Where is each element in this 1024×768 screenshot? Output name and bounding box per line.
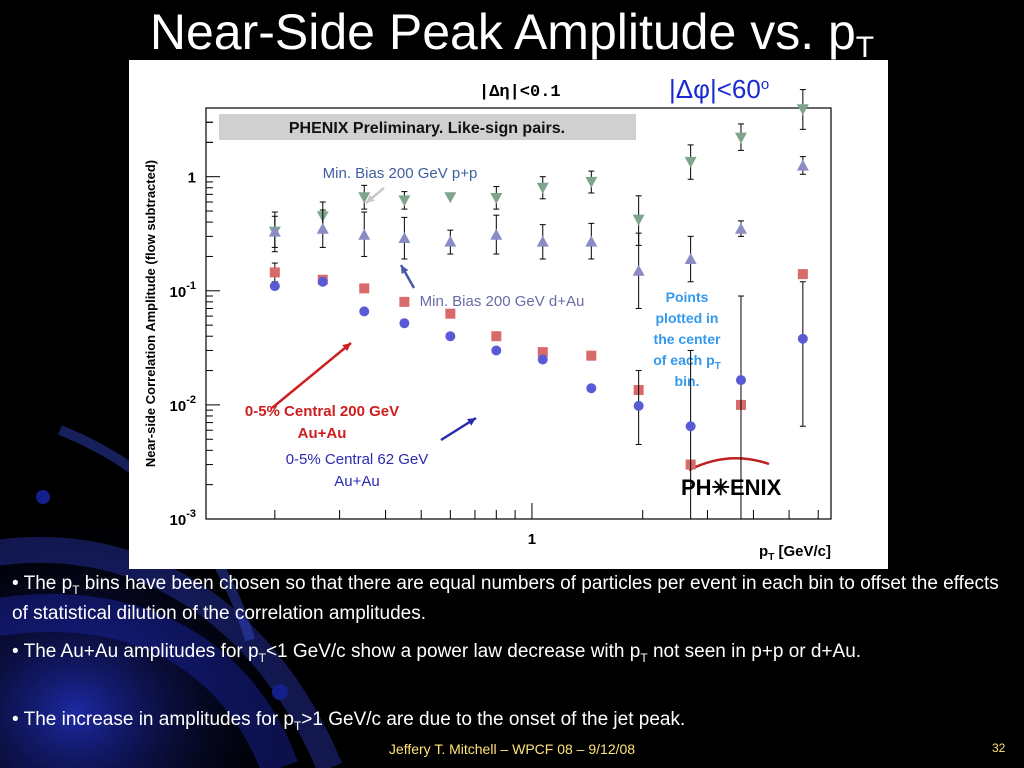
bullet-2-sub2: T	[640, 650, 648, 665]
cut-phi-label: |Δφ|<60o	[669, 74, 769, 104]
0-5-central-62-gev-au-au-point-8	[633, 400, 644, 411]
chart-svg: 10-3 10-2 10-1 1 1 Near-side Correlation Ampl…	[143, 74, 832, 563]
bullet-1: • The pT bins have been chosen so that t…	[12, 572, 1012, 626]
0-5-central-62-gev-au-au-point-5	[491, 345, 502, 356]
bullet-1-text-b: bins have been chosen so that there are …	[12, 573, 999, 624]
0-5-central-200-gev-au-au-point-0	[269, 267, 280, 278]
y-tick-label-3: 1	[188, 170, 196, 187]
0-5-central-200-gev-au-au-point-5	[491, 331, 502, 342]
min-bias-200-gev-d-au-point-10	[734, 222, 747, 234]
min-bias-200-gev-p-p-point-7	[585, 176, 598, 188]
min-bias-200-gev-p-p-point-2	[358, 192, 371, 204]
0-5-central-62-gev-au-au-point-10	[735, 375, 746, 386]
0-5-central-200-gev-au-au-point-6	[537, 347, 548, 358]
min-bias-200-gev-d-au-point-1	[316, 222, 329, 234]
bullet-2-sub: T	[258, 650, 266, 665]
slide-title-text: Near-Side Peak Amplitude vs. p	[149, 4, 856, 60]
min-bias-200-gev-p-p-point-6	[536, 182, 549, 194]
0-5-central-200-gev-au-au-point-4	[445, 308, 456, 319]
min-bias-200-gev-d-au-point-5	[490, 228, 503, 240]
min-bias-200-gev-p-p-point-10	[734, 132, 747, 144]
note-line-0: Points	[666, 289, 709, 305]
note-line-2: the center	[654, 331, 721, 347]
bullet-2-text-b: <1 GeV/c show a power law decrease with …	[265, 641, 641, 662]
min-bias-200-gev-d-au-point-6	[536, 235, 549, 247]
min-bias-200-gev-d-au-point-8	[632, 264, 645, 276]
x-tick-label-0: 1	[528, 531, 536, 548]
slide-title-subscript: T	[855, 31, 875, 64]
bullet-3-sub: T	[293, 718, 302, 733]
bullet-2-text-a: • The Au+Au amplitudes for p	[12, 641, 259, 662]
0-5-central-62-gev-au-au-point-1	[317, 276, 328, 287]
0-5-central-62-gev-au-au-arrowhead	[467, 418, 476, 426]
phenix-logo: PH✳ENIX	[681, 475, 782, 500]
0-5-central-62-gev-au-au-point-7	[586, 383, 597, 394]
0-5-central-62-gev-au-au-point-2	[359, 306, 370, 317]
y-axis-title: Near-side Correlation Amplitude (flow su…	[143, 160, 158, 467]
bullet-3: • The increase in amplitudes for pT>1 Ge…	[12, 708, 1012, 738]
min-bias-200-gev-p-p-point-3	[398, 195, 411, 207]
bullet-2-text-c: not seen in p+p or d+Au.	[647, 641, 862, 662]
0-5-central-62-gev-au-au-point-0	[269, 281, 280, 292]
min-bias-200-gev-d-au-point-11	[796, 159, 809, 171]
plot-frame	[205, 107, 832, 520]
phenix-logo-swoosh	[688, 456, 770, 472]
min-bias-200-gev-d-au-point-9	[684, 252, 697, 264]
chart-panel: 10-3 10-2 10-1 1 1 Near-side Correlation Ampl…	[129, 60, 888, 569]
bullet-3-text-a: • The increase in amplitudes for p	[12, 709, 294, 730]
min-bias-200-gev-p-p-point-11	[796, 104, 809, 116]
slide-footer: Jeffery T. Mitchell – WPCF 08 – 9/12/08	[388, 741, 636, 757]
note-line-1: plotted in	[656, 310, 719, 326]
slide-title: Near-Side Peak Amplitude vs. pT	[0, 2, 1024, 78]
0-5-central-200-gev-au-au-arrow	[271, 342, 352, 409]
min-bias-200-gev-p-p-point-8	[632, 214, 645, 226]
bullet-2: • The Au+Au amplitudes for pT<1 GeV/c sh…	[12, 640, 1012, 670]
0-5-central-200-gev-au-au-point-3	[399, 296, 410, 307]
0-5-central-200-gev-au-au-label-0: 0-5% Central 200 GeV	[245, 403, 399, 420]
min-bias-200-gev-d-au-point-2	[358, 228, 371, 240]
min-bias-200-gev-p-p-point-9	[684, 156, 697, 168]
page-number: 32	[992, 741, 1006, 755]
note-line-4: bin.	[675, 373, 700, 389]
bullet-1-text-a: • The p	[12, 573, 73, 594]
0-5-central-62-gev-au-au-point-4	[445, 331, 456, 342]
min-bias-200-gev-p-p-point-4	[444, 192, 457, 204]
min-bias-200-gev-d-au-point-0	[268, 225, 281, 237]
bullet-1-sub: T	[72, 582, 80, 597]
0-5-central-200-gev-au-au-label-1: Au+Au	[298, 425, 347, 442]
0-5-central-62-gev-au-au-point-3	[399, 318, 410, 329]
y-tick-label-1: 10-2	[170, 394, 196, 415]
0-5-central-62-gev-au-au-point-6	[537, 354, 548, 365]
bullet-3-text-b: >1 GeV/c are due to the onset of the jet…	[301, 709, 686, 730]
min-bias-200-gev-d-au-point-3	[398, 232, 411, 244]
min-bias-200-gev-d-au-point-4	[444, 235, 457, 247]
min-bias-200-gev-p-p-arrowhead	[366, 194, 375, 203]
legend-box	[219, 114, 636, 140]
0-5-central-200-gev-au-au-point-7	[586, 350, 597, 361]
min-bias-200-gev-d-au-label-0: Min. Bias 200 GeV d+Au	[420, 293, 585, 310]
cut-eta-label: |Δη|<0.1	[479, 83, 561, 102]
note-line-3: of each pT	[653, 352, 721, 372]
min-bias-200-gev-p-p-label-0: Min. Bias 200 GeV p+p	[323, 165, 478, 182]
y-tick-label-2: 10-1	[170, 280, 196, 301]
y-tick-label-0: 10-3	[170, 508, 196, 529]
0-5-central-62-gev-au-au-label-1: Au+Au	[334, 473, 379, 490]
0-5-central-200-gev-au-au-arrowhead	[342, 343, 351, 352]
x-axis-title: pT [GeV/c]	[759, 543, 831, 563]
0-5-central-62-gev-au-au-label-0: 0-5% Central 62 GeV	[286, 451, 429, 468]
0-5-central-200-gev-au-au-point-11	[797, 269, 808, 280]
0-5-central-200-gev-au-au-point-2	[359, 283, 370, 294]
legend-box-text: PHENIX Preliminary. Like-sign pairs.	[289, 120, 565, 137]
0-5-central-62-gev-au-au-point-11	[797, 333, 808, 344]
min-bias-200-gev-d-au-point-7	[585, 235, 598, 247]
min-bias-200-gev-p-p-point-5	[490, 193, 503, 205]
0-5-central-62-gev-au-au-point-9	[685, 421, 696, 432]
min-bias-200-gev-d-au-arrowhead	[401, 265, 409, 274]
